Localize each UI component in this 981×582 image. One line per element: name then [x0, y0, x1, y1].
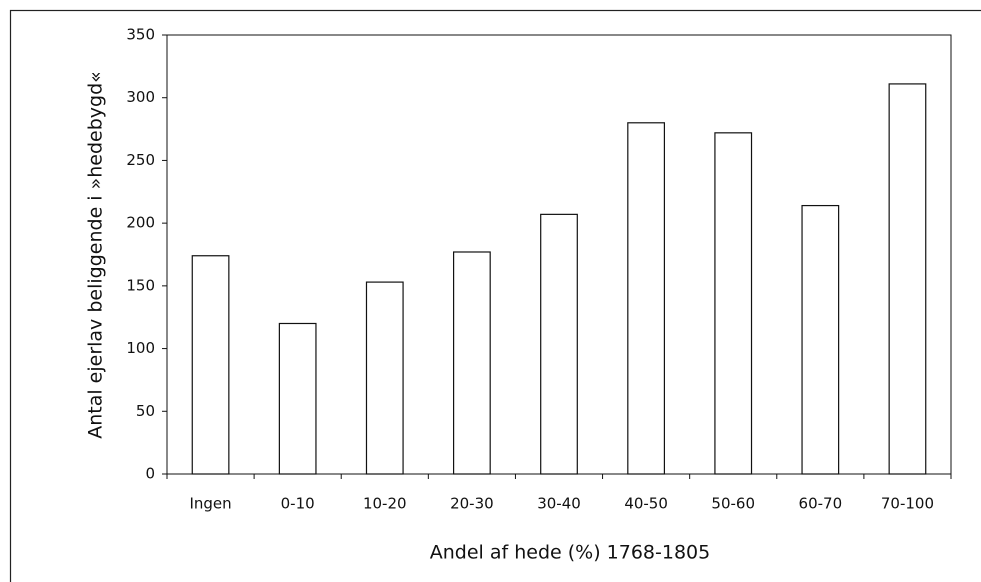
x-tick-label: 50-60 — [711, 495, 755, 513]
x-tick-label: 60-70 — [799, 495, 843, 513]
frame — [9, 9, 981, 582]
y-tick-label: 350 — [126, 26, 155, 44]
y-tick-label: 250 — [126, 151, 155, 169]
x-tick-label: 20-30 — [450, 495, 494, 513]
y-axis-label: Antal ejerlav beliggende i »hedebygd« — [85, 71, 107, 439]
y-tick-label: 200 — [126, 214, 155, 232]
x-tick-label: 40-50 — [624, 495, 668, 513]
bar — [452, 251, 491, 475]
x-tick-label: 0-10 — [281, 495, 315, 513]
x-tick-label: 30-40 — [537, 495, 581, 513]
bar — [888, 83, 927, 475]
x-tick-label: 10-20 — [363, 495, 407, 513]
x-tick-label: Ingen — [189, 495, 231, 513]
y-tick-label: 0 — [145, 465, 155, 483]
bar — [627, 122, 666, 475]
bar — [365, 281, 404, 475]
bar — [191, 255, 230, 475]
bar — [714, 132, 753, 475]
bar — [540, 213, 578, 475]
x-tick-label: 70-100 — [881, 495, 934, 513]
bar — [278, 322, 317, 475]
x-axis-label: Andel af hede (%) 1768-1805 — [430, 542, 710, 564]
y-tick-label: 300 — [126, 88, 155, 106]
y-tick-label: 150 — [126, 276, 155, 294]
y-tick-label: 50 — [136, 402, 155, 420]
bar — [801, 204, 840, 475]
y-tick-label: 100 — [126, 339, 155, 357]
